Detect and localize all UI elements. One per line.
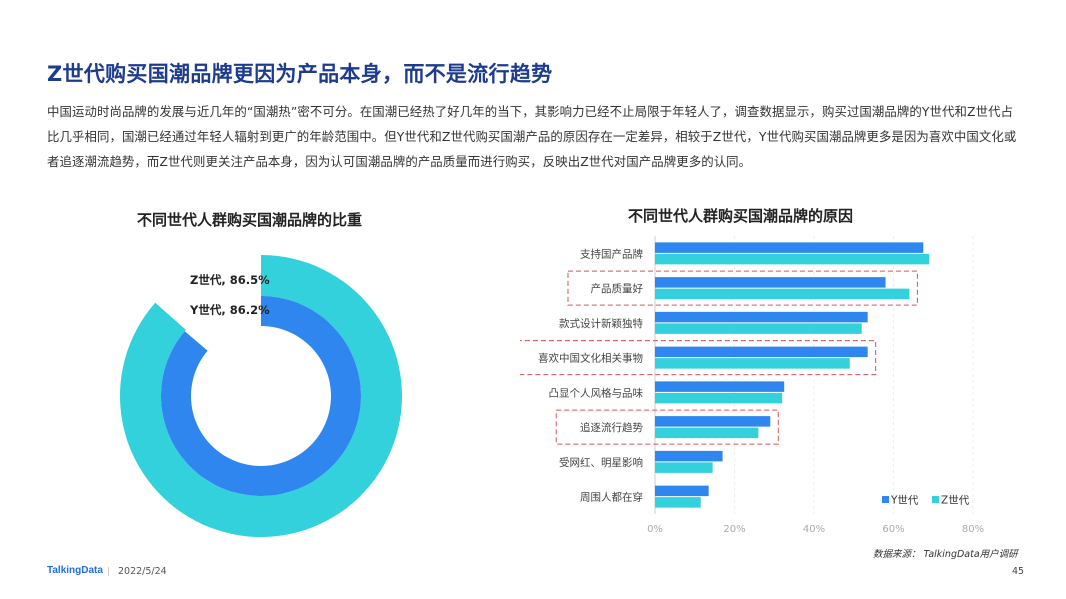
bar-y: [655, 381, 785, 392]
legend-label: Z世代: [941, 495, 970, 507]
x-tick-label: 40%: [803, 524, 825, 535]
legend-label: Y世代: [890, 495, 919, 507]
bar-chart: 0% 20% 40% 60% 80% 支持国产品牌产品质量好款式设计新颖独特喜欢中国文化相…: [520, 236, 984, 535]
data-source: 数据来源： TalkingData用户调研: [873, 549, 1018, 560]
category-label: 支持国产品牌: [580, 247, 643, 260]
category-label: 喜欢中国文化相关事物: [538, 352, 643, 365]
bar-z: [655, 392, 783, 404]
legend-swatch: [932, 496, 939, 503]
bar-z: [655, 288, 910, 300]
x-tick-label: 20%: [723, 524, 745, 535]
bar-z: [655, 323, 862, 334]
bar-y: [655, 485, 709, 497]
donut-slice-y: [161, 296, 361, 496]
bar-z: [655, 497, 701, 508]
talkingdata-logo: TalkingData: [47, 565, 103, 576]
category-label: 产品质量好: [591, 282, 644, 295]
legend-swatch: [882, 496, 889, 503]
donut-label-z: Z世代, 86.5%: [190, 273, 270, 287]
category-label: 追逐流行趋势: [580, 421, 643, 434]
category-label: 周围人都在穿: [580, 491, 643, 504]
bar-y: [655, 346, 868, 358]
x-tick-label: 60%: [882, 524, 904, 535]
intro-paragraph: 中国运动时尚品牌的发展与近几年的“国潮热”密不可分。在国潮已经热了好几年的当下，…: [47, 104, 1017, 169]
bar-chart-title: 不同世代人群购买国潮品牌的原因: [628, 207, 854, 225]
bar-y: [655, 277, 886, 288]
bar-y: [655, 311, 868, 323]
bar-z: [655, 462, 713, 473]
bar-y: [655, 242, 924, 253]
x-tick-label: 0%: [647, 524, 663, 535]
bar-y: [655, 416, 771, 427]
bar-z: [655, 427, 759, 439]
footer-date: 2022/5/24: [118, 566, 167, 577]
page-number: 45: [1012, 566, 1025, 577]
category-label: 受网红、明星影响: [559, 456, 643, 469]
bar-z: [655, 358, 850, 369]
donut-chart-title: 不同世代人群购买国潮品牌的比重: [137, 211, 363, 229]
category-label: 凸显个人风格与品味: [549, 386, 644, 399]
bar-z: [655, 253, 930, 265]
category-label: 款式设计新颖独特: [559, 317, 643, 330]
page-title: Z世代购买国潮品牌更因为产品本身，而不是流行趋势: [47, 62, 553, 86]
donut-label-y: Y世代, 86.2%: [189, 303, 270, 317]
x-tick-label: 80%: [962, 524, 984, 535]
bar-y: [655, 450, 723, 462]
footer-divider: [108, 567, 109, 576]
donut-chart: Z世代, 86.5% Y世代, 86.2%: [120, 255, 402, 537]
